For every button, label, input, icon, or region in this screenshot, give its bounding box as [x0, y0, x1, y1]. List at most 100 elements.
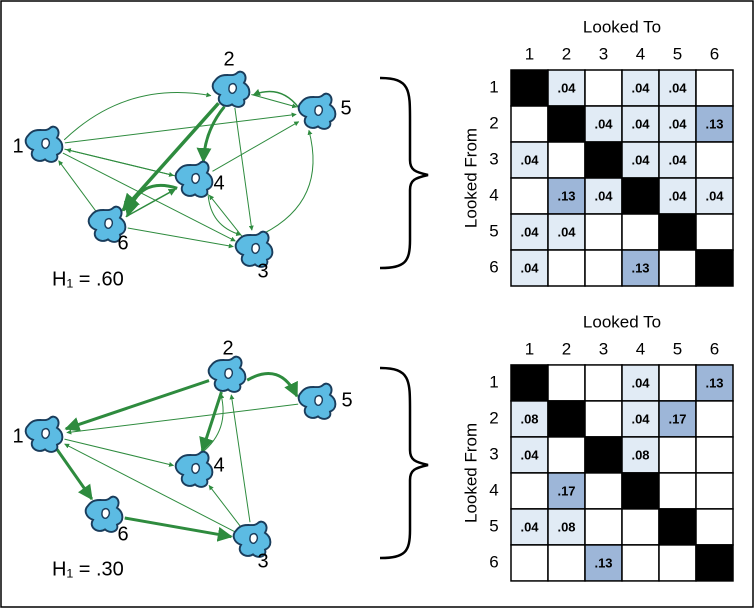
- edge: [231, 395, 250, 522]
- matrix-cell: [696, 214, 733, 250]
- matrix-cell: [585, 142, 622, 178]
- col-label: 2: [562, 44, 571, 63]
- edge: [209, 485, 240, 526]
- cell-value: .13: [705, 375, 723, 390]
- cell-value: .04: [668, 152, 687, 167]
- col-label: 4: [636, 339, 645, 358]
- row-label: 6: [489, 552, 498, 571]
- matrix-cell: [548, 250, 585, 286]
- row-label: 1: [489, 372, 498, 391]
- matrix-cell: [696, 142, 733, 178]
- edge: [247, 374, 297, 397]
- edge: [57, 449, 92, 499]
- col-label: 6: [710, 339, 719, 358]
- cell-value: .08: [631, 447, 649, 462]
- matrix-cell: [659, 250, 696, 286]
- edge: [251, 94, 296, 107]
- cell-value: .04: [631, 152, 650, 167]
- matrix-cell: [585, 70, 622, 106]
- entropy-label: H₁ = .30: [52, 558, 124, 580]
- fish-node: [213, 72, 250, 107]
- node-label: 2: [222, 337, 233, 359]
- matrix-cell: [696, 509, 733, 545]
- row-label: 5: [489, 221, 498, 240]
- matrix-cell: [659, 545, 696, 581]
- cell-value: .04: [594, 188, 613, 203]
- cell-value: .04: [631, 80, 650, 95]
- col-label: 1: [525, 339, 534, 358]
- fish-node: [26, 127, 63, 162]
- edge: [65, 114, 296, 142]
- matrix-cell: [696, 473, 733, 509]
- matrix-cell: [622, 545, 659, 581]
- matrix-cell: [696, 401, 733, 437]
- fish-node: [26, 417, 63, 452]
- edge: [125, 518, 232, 537]
- matrix-cell: [548, 437, 585, 473]
- matrix-cell: [696, 545, 733, 581]
- matrix-cell: [585, 437, 622, 473]
- node-label: 1: [12, 135, 23, 157]
- edge: [235, 108, 252, 230]
- row-label: 2: [489, 408, 498, 427]
- fish-node: [299, 384, 336, 419]
- cell-value: .04: [631, 375, 650, 390]
- row-label: 2: [489, 113, 498, 132]
- row-label: 3: [489, 444, 498, 463]
- node-label: 3: [257, 260, 268, 282]
- col-label: 3: [599, 44, 608, 63]
- matrix-cell: [622, 178, 659, 214]
- col-header: Looked To: [583, 17, 661, 36]
- node-label: 2: [223, 48, 234, 70]
- cell-value: .04: [594, 116, 613, 131]
- col-label: 3: [599, 339, 608, 358]
- bracket: [380, 78, 428, 268]
- node-label: 6: [117, 232, 128, 254]
- col-label: 5: [673, 44, 682, 63]
- cell-value: .04: [631, 116, 650, 131]
- col-label: 2: [562, 339, 571, 358]
- cell-value: .13: [557, 188, 575, 203]
- matrix-cell: [548, 142, 585, 178]
- fish-node: [176, 162, 213, 197]
- row-label: 5: [489, 516, 498, 535]
- col-label: 4: [636, 44, 645, 63]
- row-label: 6: [489, 257, 498, 276]
- node-label: 4: [213, 172, 224, 194]
- bracket: [380, 368, 428, 558]
- matrix-cell: [511, 545, 548, 581]
- row-header: Looked From: [461, 128, 480, 228]
- cell-value: .08: [557, 519, 575, 534]
- matrix-cell: [548, 401, 585, 437]
- fish-node: [209, 357, 246, 392]
- cell-value: .17: [668, 411, 686, 426]
- matrix-cell: [511, 365, 548, 401]
- cell-value: .13: [631, 260, 649, 275]
- node-label: 4: [213, 454, 224, 476]
- matrix-cell: [585, 250, 622, 286]
- edge: [213, 122, 299, 172]
- figure: 123456H₁ = .60Looked ToLooked From123456…: [0, 0, 754, 608]
- cell-value: .04: [705, 188, 724, 203]
- cell-value: .04: [520, 447, 539, 462]
- edge: [67, 404, 298, 432]
- edge: [64, 93, 211, 140]
- matrix-cell: [585, 509, 622, 545]
- cell-value: .04: [520, 224, 539, 239]
- edge: [128, 228, 234, 247]
- matrix-cell: [622, 473, 659, 509]
- matrix-cell: [511, 473, 548, 509]
- matrix-cell: [696, 437, 733, 473]
- matrix-cell: [511, 106, 548, 142]
- col-label: 6: [710, 44, 719, 63]
- matrix-cell: [659, 437, 696, 473]
- node-label: 3: [257, 550, 268, 572]
- cell-value: .13: [705, 116, 723, 131]
- matrix-cell: [659, 509, 696, 545]
- cell-value: .17: [557, 483, 575, 498]
- col-label: 1: [525, 44, 534, 63]
- node-label: 5: [340, 97, 351, 119]
- cell-value: .04: [557, 80, 576, 95]
- node-label: 5: [341, 389, 352, 411]
- cell-value: .04: [557, 224, 576, 239]
